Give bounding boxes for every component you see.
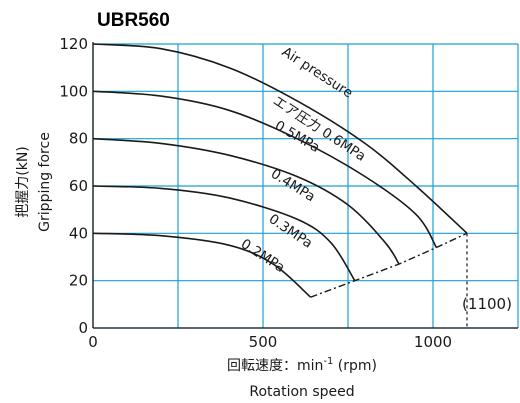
y-axis-label-en: Gripping force bbox=[37, 132, 53, 232]
y-tick-label: 20 bbox=[69, 272, 88, 290]
x-tick-label: 500 bbox=[249, 333, 278, 351]
x-axis-label-jp: 回転速度：min-1 (rpm) bbox=[227, 356, 377, 374]
x-tick-label: 0 bbox=[88, 333, 98, 351]
curve-0.5MPa bbox=[92, 90, 438, 248]
y-tick-label: 120 bbox=[59, 35, 88, 53]
y-tick-label: 40 bbox=[69, 224, 88, 242]
x-axis-label-en: Rotation speed bbox=[249, 384, 354, 400]
max-speed-envelope bbox=[310, 232, 468, 298]
y-tick-label: 60 bbox=[69, 177, 88, 195]
air-pressure-label: Air pressure bbox=[279, 44, 356, 102]
curve-0.2MPa bbox=[92, 232, 312, 298]
chart-title: UBR560 bbox=[97, 10, 170, 31]
force-curves bbox=[92, 43, 468, 328]
axes bbox=[92, 42, 518, 329]
y-tick-label: 80 bbox=[69, 130, 88, 148]
curve-0.3MPa bbox=[92, 185, 356, 282]
max-speed-label: (1100) bbox=[462, 295, 512, 313]
y-axis-label-jp: 把握力(kN) bbox=[15, 146, 31, 218]
x-tick-label: 1000 bbox=[414, 333, 452, 351]
curve-0.6MPa bbox=[92, 43, 468, 234]
grid-lines bbox=[92, 43, 519, 329]
tick-labels: 0 20 40 60 80 100 120 0 500 1000 bbox=[59, 35, 452, 351]
curve-0.4MPa bbox=[92, 137, 400, 265]
y-tick-label: 100 bbox=[59, 82, 88, 100]
y-tick-label: 0 bbox=[78, 319, 88, 337]
